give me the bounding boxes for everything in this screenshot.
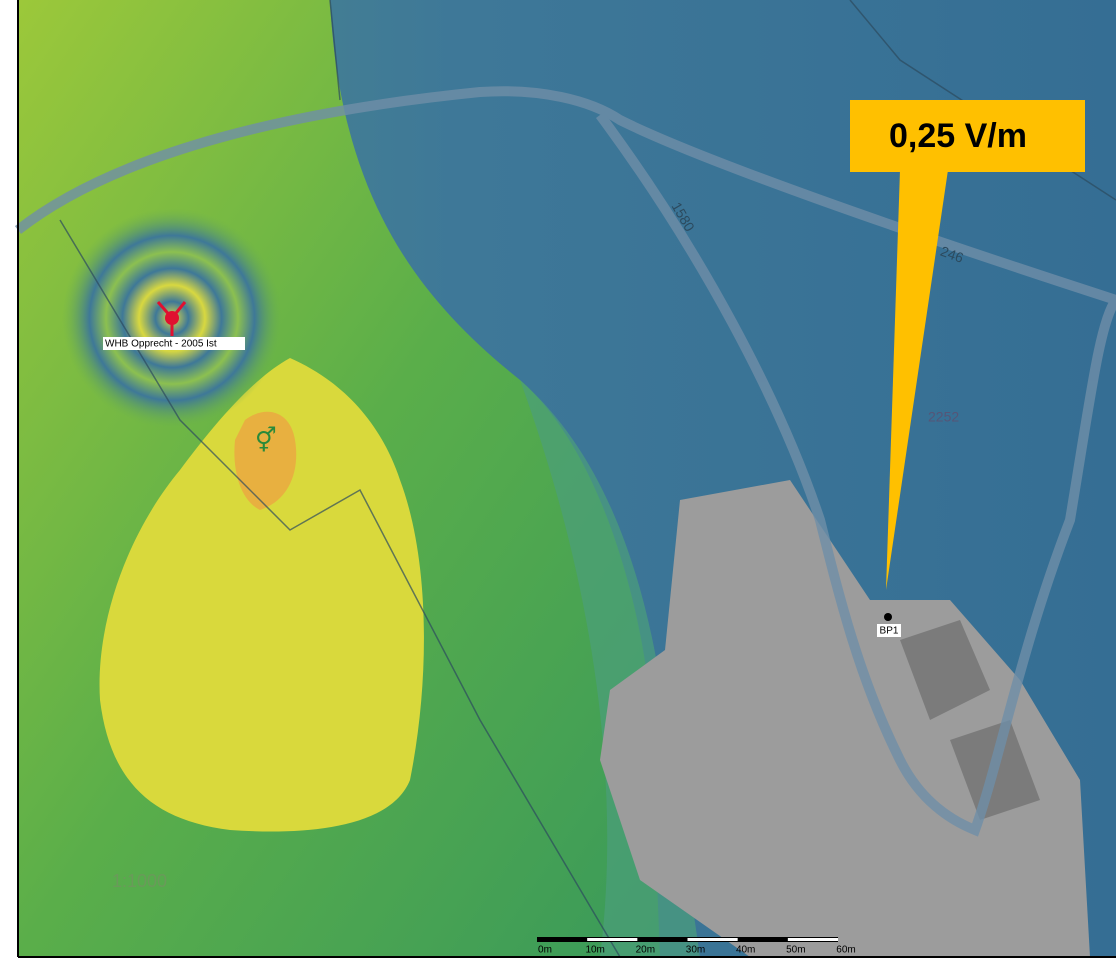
scale-bar-segment [787, 938, 838, 941]
antenna-dot [165, 311, 179, 325]
scale-bar: 0m 10m 20m 30m 40m 50m 60m [537, 937, 856, 956]
high-field-zone [99, 358, 424, 832]
parcel-number: 246 [938, 243, 966, 266]
antenna-symbol [156, 301, 187, 336]
point-marker [884, 613, 892, 621]
point-label-box [877, 624, 901, 637]
scale-bar-label: 20m [636, 945, 655, 956]
scale-bar-label: 10m [585, 945, 604, 956]
road [14, 86, 1116, 305]
scale-bar-segment [587, 938, 638, 941]
road [595, 112, 1116, 837]
callout-label: 0,25 V/m [889, 117, 1027, 155]
antenna-label-box [103, 337, 245, 350]
callout-box [850, 100, 1085, 172]
scale-bar-label: 40m [736, 945, 755, 956]
scale-bar-label: 60m [836, 945, 855, 956]
antenna-label: WHB Opprecht - 2005 Ist [105, 339, 217, 350]
aerial-photo [600, 480, 1090, 957]
scale-bar-label: 30m [686, 945, 705, 956]
scale-bar-label: 0m [538, 945, 552, 956]
callout-pointer [886, 170, 948, 590]
parcel-line [329, 0, 341, 101]
site-symbol: ⚥ [255, 426, 277, 454]
scale-bar-segment [687, 938, 738, 941]
parcel-number: 2252 [928, 409, 959, 425]
parcel-line [59, 219, 621, 958]
scale-bar-label: 50m [786, 945, 805, 956]
scale-ratio: 1:1000 [112, 871, 167, 891]
peak-zone [234, 411, 297, 510]
buildings [900, 620, 1040, 820]
roads [14, 86, 1116, 837]
point-label: BP1 [880, 626, 899, 637]
